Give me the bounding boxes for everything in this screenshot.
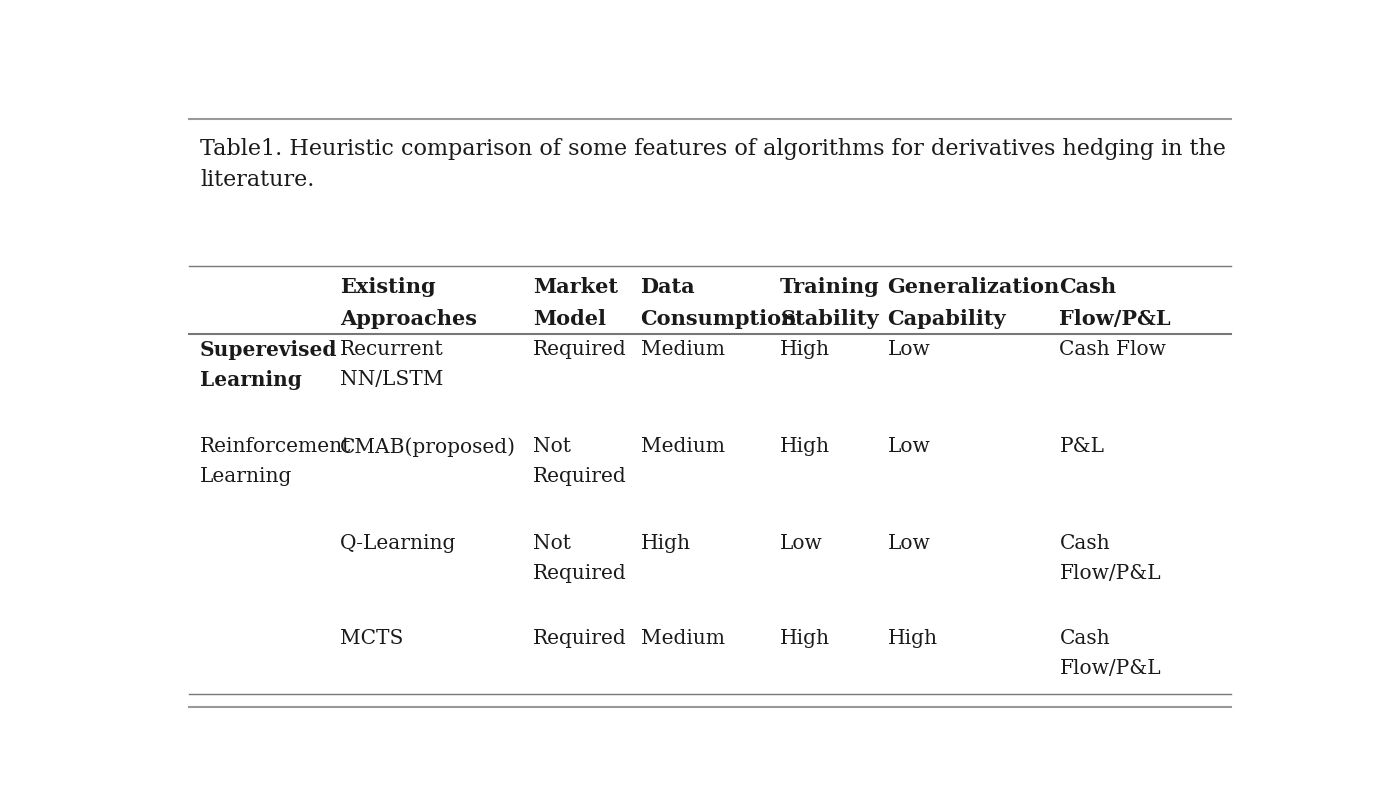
- Text: MCTS: MCTS: [340, 629, 403, 647]
- Text: NN/LSTM: NN/LSTM: [340, 370, 444, 390]
- Text: Low: Low: [780, 534, 823, 552]
- Text: Flow/P&L: Flow/P&L: [1059, 564, 1161, 582]
- Text: Learning: Learning: [200, 467, 292, 486]
- Text: High: High: [640, 534, 690, 552]
- Text: Cash: Cash: [1059, 277, 1117, 296]
- Text: Required: Required: [534, 629, 626, 647]
- Text: Model: Model: [534, 309, 606, 329]
- Text: P&L: P&L: [1059, 437, 1105, 456]
- Text: Cash: Cash: [1059, 629, 1110, 647]
- Text: High: High: [780, 437, 830, 456]
- Text: Data: Data: [640, 277, 696, 296]
- Text: Medium: Medium: [640, 437, 725, 456]
- Text: Required: Required: [534, 467, 626, 486]
- Text: Learning: Learning: [200, 370, 302, 390]
- Text: Low: Low: [887, 437, 930, 456]
- Text: Not: Not: [534, 534, 571, 552]
- Text: Flow/P&L: Flow/P&L: [1059, 659, 1161, 677]
- Text: High: High: [887, 629, 937, 647]
- Text: literature.: literature.: [200, 169, 315, 191]
- Text: Q-Learning: Q-Learning: [340, 534, 456, 552]
- Text: Table1. Heuristic comparison of some features of algorithms for derivatives hedg: Table1. Heuristic comparison of some fea…: [200, 138, 1227, 160]
- Text: Cash Flow: Cash Flow: [1059, 340, 1166, 360]
- Text: High: High: [780, 629, 830, 647]
- Text: Generalization: Generalization: [887, 277, 1060, 296]
- Text: Low: Low: [887, 340, 930, 360]
- Text: Stability: Stability: [780, 309, 879, 329]
- Text: Required: Required: [534, 340, 626, 360]
- Text: Low: Low: [887, 534, 930, 552]
- Text: Medium: Medium: [640, 340, 725, 360]
- Text: Medium: Medium: [640, 629, 725, 647]
- Text: Existing: Existing: [340, 277, 435, 296]
- Text: Consumption: Consumption: [640, 309, 797, 329]
- Text: Recurrent: Recurrent: [340, 340, 444, 360]
- Text: CMAB(proposed): CMAB(proposed): [340, 437, 516, 457]
- Text: Market: Market: [534, 277, 618, 296]
- Text: Capability: Capability: [887, 309, 1006, 329]
- Text: Superevised: Superevised: [200, 340, 338, 360]
- Text: Approaches: Approaches: [340, 309, 477, 329]
- Text: Reinforcement: Reinforcement: [200, 437, 352, 456]
- Text: High: High: [780, 340, 830, 360]
- Text: Flow/P&L: Flow/P&L: [1059, 309, 1171, 329]
- Text: Training: Training: [780, 277, 880, 296]
- Text: Cash: Cash: [1059, 534, 1110, 552]
- Text: Required: Required: [534, 564, 626, 582]
- Text: Not: Not: [534, 437, 571, 456]
